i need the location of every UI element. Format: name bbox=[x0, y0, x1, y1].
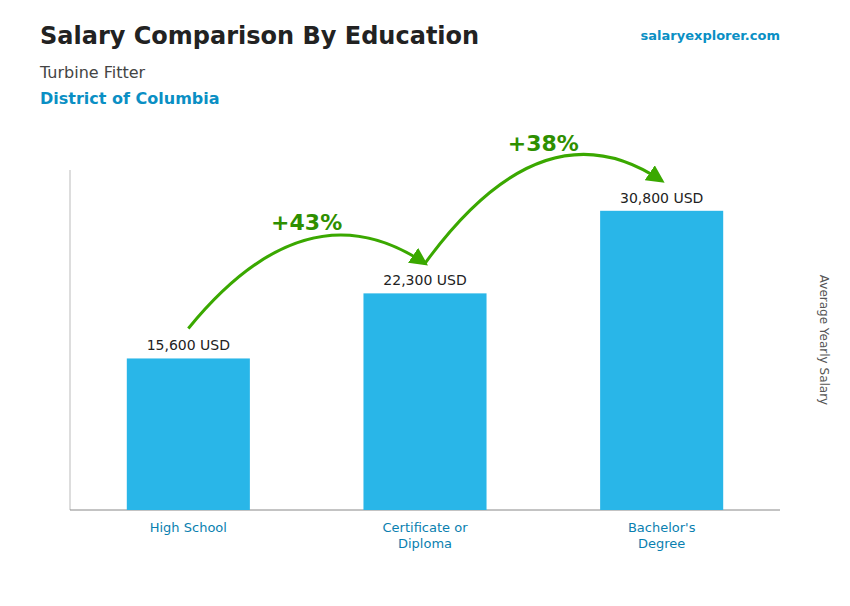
x-tick-label: Bachelor'sDegree bbox=[628, 520, 696, 551]
data-label: 30,800 USD bbox=[620, 190, 703, 206]
bars bbox=[127, 211, 723, 510]
x-tick-label-line: Bachelor's bbox=[628, 520, 696, 535]
x-tick-label-line: Certificate or bbox=[383, 520, 469, 535]
change-arrow bbox=[425, 154, 662, 263]
title: Salary Comparison By Education bbox=[40, 22, 479, 50]
subtitle: District of Columbia bbox=[40, 89, 220, 108]
source: salaryexplorer.com bbox=[641, 28, 780, 43]
annotation: +43% bbox=[271, 210, 342, 235]
x-tick-label-line: Diploma bbox=[398, 536, 452, 551]
annotation: +38% bbox=[508, 131, 579, 156]
chart-svg: Salary Comparison By Education Turbine Fi… bbox=[0, 0, 850, 606]
x-tick-label: High School bbox=[150, 520, 227, 535]
y-axis-label: Average Yearly Salary bbox=[817, 275, 831, 405]
bar bbox=[363, 293, 486, 510]
subtitle: Turbine Fitter bbox=[39, 63, 146, 82]
data-label: 15,600 USD bbox=[147, 337, 230, 353]
x-tick-label: Certificate orDiploma bbox=[383, 520, 469, 551]
data-label: 22,300 USD bbox=[383, 272, 466, 288]
bar bbox=[127, 358, 250, 510]
x-tick-label-line: Degree bbox=[638, 536, 685, 551]
x-tick-label-line: High School bbox=[150, 520, 227, 535]
y-axis-line bbox=[70, 170, 71, 510]
chart-container: Salary Comparison By Education Turbine Fi… bbox=[0, 0, 850, 606]
bar bbox=[600, 211, 723, 510]
change-arrow bbox=[188, 235, 425, 329]
